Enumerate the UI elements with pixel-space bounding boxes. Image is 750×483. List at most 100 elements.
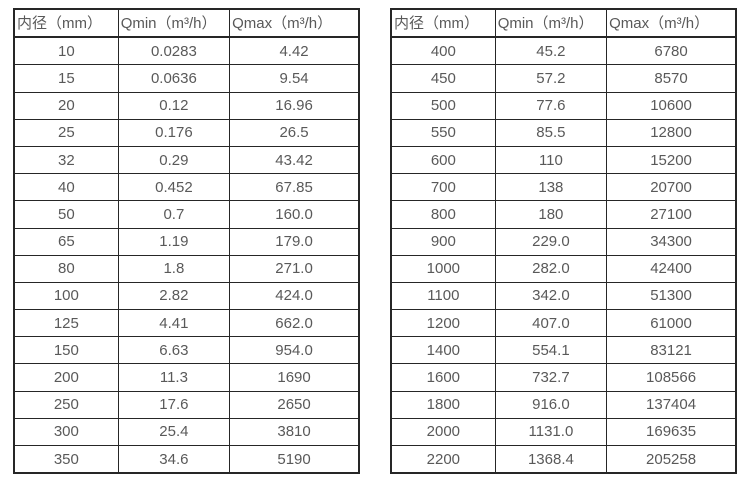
table-row: 200 11.3 1690: [13, 363, 360, 392]
table-cell: 25.4: [117, 417, 231, 447]
table-cell: 662.0: [229, 309, 360, 338]
table-cell: 0.7: [117, 200, 231, 229]
table-cell: 4.42: [229, 36, 360, 66]
table-cell: 11.3: [117, 363, 231, 392]
table-cell: 2200: [390, 445, 496, 474]
table-row: 2000 1131.0 169635: [390, 417, 737, 447]
flow-range-table-small-diameters: 内径（mm） Qmin（m³/h） Qmax（m³/h） 10 0.0283 4.4…: [13, 8, 360, 475]
table-row: 80 1.8 271.0: [13, 254, 360, 283]
table-cell: 554.1: [494, 336, 608, 365]
table-row: 150 6.63 954.0: [13, 336, 360, 365]
header-inner-diameter: 内径（mm）: [13, 8, 119, 39]
table-cell: 1131.0: [494, 417, 608, 447]
table-cell: 110: [494, 145, 608, 175]
table-row: 20 0.12 16.96: [13, 91, 360, 120]
table-cell: 0.452: [117, 173, 231, 202]
table-row: 65 1.19 179.0: [13, 227, 360, 256]
table-cell: 85.5: [494, 118, 608, 147]
table-row: 25 0.176 26.5: [13, 118, 360, 147]
table-cell: 5190: [229, 445, 360, 474]
table-row: 1800 916.0 137404: [390, 390, 737, 419]
table-cell: 34.6: [117, 445, 231, 474]
table-cell: 61000: [606, 309, 737, 338]
table-cell: 916.0: [494, 390, 608, 419]
header-row: 内径（mm） Qmin（m³/h） Qmax（m³/h）: [390, 8, 737, 39]
table-row: 400 45.2 6780: [390, 36, 737, 66]
table-cell: 229.0: [494, 227, 608, 256]
table-row: 500 77.6 10600: [390, 91, 737, 120]
table-row: 1600 732.7 108566: [390, 363, 737, 392]
table-cell: 1.8: [117, 254, 231, 283]
table-cell: 1100: [390, 281, 496, 311]
table-cell: 407.0: [494, 309, 608, 338]
table-cell: 40: [13, 173, 119, 202]
table-cell: 200: [13, 363, 119, 392]
table-cell: 732.7: [494, 363, 608, 392]
table-row: 600 110 15200: [390, 145, 737, 175]
table-cell: 282.0: [494, 254, 608, 283]
table-cell: 80: [13, 254, 119, 283]
table-cell: 77.6: [494, 91, 608, 120]
table-cell: 271.0: [229, 254, 360, 283]
table-body: 400 45.2 6780 450 57.2 8570 500 77.6 10600 550 85.…: [390, 36, 737, 474]
table-row: 700 138 20700: [390, 173, 737, 202]
table-cell: 20700: [606, 173, 737, 202]
table-row: 300 25.4 3810: [13, 417, 360, 447]
table-cell: 20: [13, 91, 119, 120]
table-row: 450 57.2 8570: [390, 64, 737, 93]
table-row: 15 0.0636 9.54: [13, 64, 360, 93]
table-cell: 2000: [390, 417, 496, 447]
header-qmin: Qmin（m³/h）: [494, 8, 608, 39]
table-cell: 1.19: [117, 227, 231, 256]
table-cell: 43.42: [229, 145, 360, 175]
table-cell: 57.2: [494, 64, 608, 93]
table-row: 40 0.452 67.85: [13, 173, 360, 202]
table-row: 1200 407.0 61000: [390, 309, 737, 338]
table-cell: 342.0: [494, 281, 608, 311]
table-cell: 12800: [606, 118, 737, 147]
table-cell: 250: [13, 390, 119, 419]
table-body: 10 0.0283 4.42 15 0.0636 9.54 20 0.12 16.96 25 0.1…: [13, 36, 360, 474]
table-cell: 1600: [390, 363, 496, 392]
table-row: 32 0.29 43.42: [13, 145, 360, 175]
table-cell: 350: [13, 445, 119, 474]
table-cell: 424.0: [229, 281, 360, 311]
table-row: 2200 1368.4 205258: [390, 445, 737, 474]
table-cell: 67.85: [229, 173, 360, 202]
table-row: 250 17.6 2650: [13, 390, 360, 419]
table-cell: 300: [13, 417, 119, 447]
table-cell: 9.54: [229, 64, 360, 93]
table-cell: 4.41: [117, 309, 231, 338]
table-cell: 15: [13, 64, 119, 93]
table-cell: 700: [390, 173, 496, 202]
table-cell: 15200: [606, 145, 737, 175]
table-cell: 26.5: [229, 118, 360, 147]
table-cell: 160.0: [229, 200, 360, 229]
table-row: 50 0.7 160.0: [13, 200, 360, 229]
table-cell: 8570: [606, 64, 737, 93]
table-cell: 16.96: [229, 91, 360, 120]
table-row: 800 180 27100: [390, 200, 737, 229]
table-cell: 1800: [390, 390, 496, 419]
table-row: 550 85.5 12800: [390, 118, 737, 147]
table-cell: 0.12: [117, 91, 231, 120]
table-cell: 205258: [606, 445, 737, 474]
table-cell: 100: [13, 281, 119, 311]
table-row: 350 34.6 5190: [13, 445, 360, 474]
table-cell: 3810: [229, 417, 360, 447]
table-cell: 34300: [606, 227, 737, 256]
table-cell: 1690: [229, 363, 360, 392]
table-cell: 51300: [606, 281, 737, 311]
table-cell: 108566: [606, 363, 737, 392]
table-cell: 1400: [390, 336, 496, 365]
table-row: 1100 342.0 51300: [390, 281, 737, 311]
header-qmax: Qmax（m³/h）: [606, 8, 737, 39]
table-cell: 0.29: [117, 145, 231, 175]
table-cell: 6.63: [117, 336, 231, 365]
table-cell: 138: [494, 173, 608, 202]
table-cell: 137404: [606, 390, 737, 419]
table-row: 125 4.41 662.0: [13, 309, 360, 338]
table-cell: 42400: [606, 254, 737, 283]
flow-range-table-large-diameters: 内径（mm） Qmin（m³/h） Qmax（m³/h） 400 45.2 6780…: [390, 8, 737, 475]
